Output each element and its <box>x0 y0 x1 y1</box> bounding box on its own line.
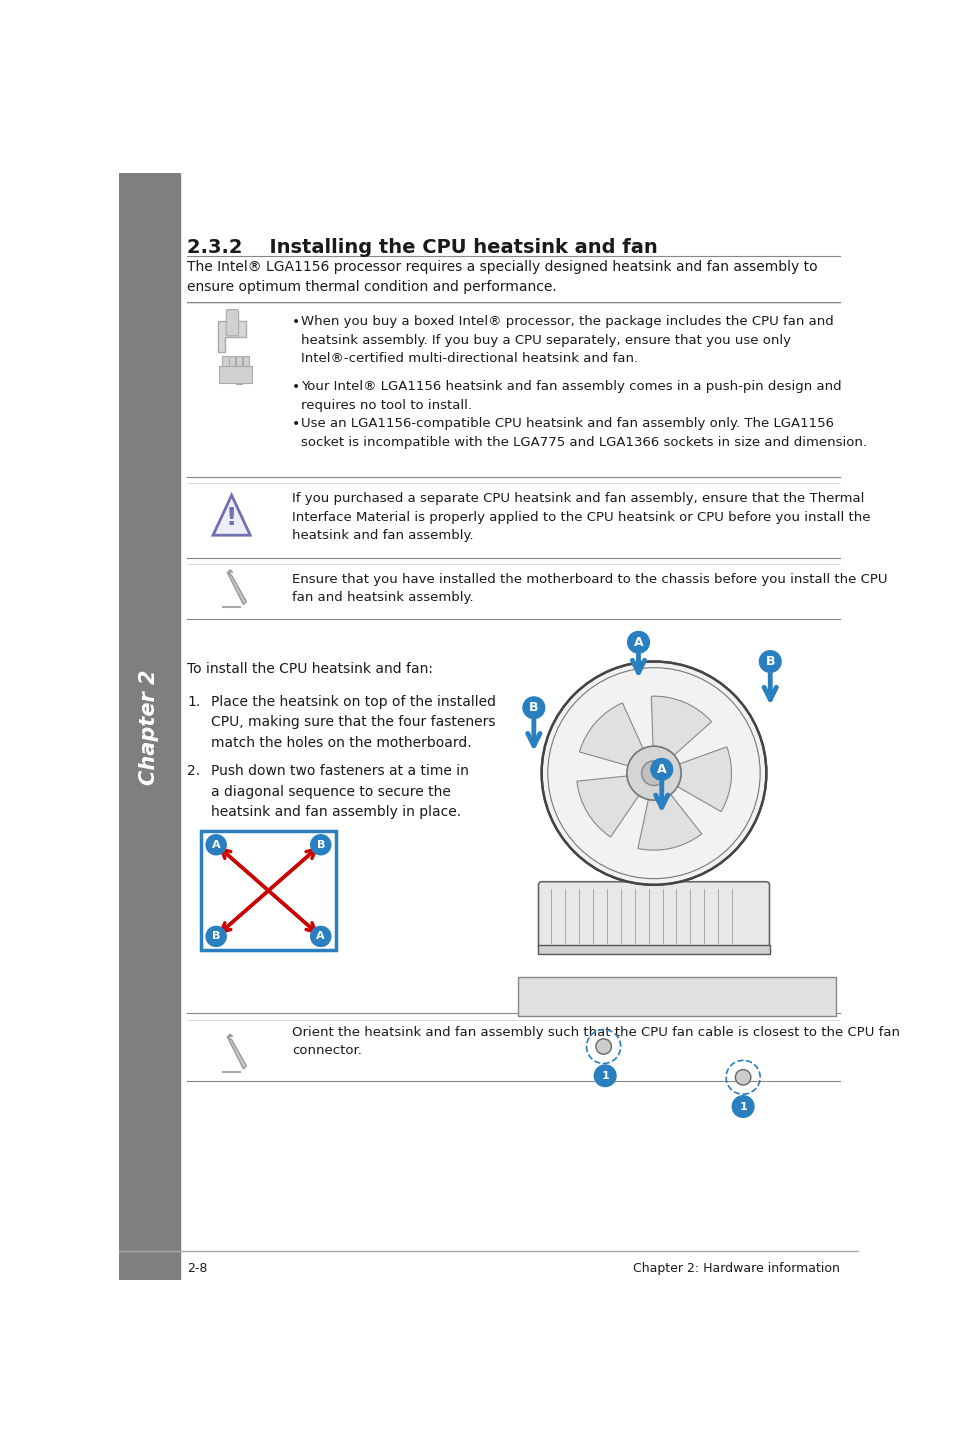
Circle shape <box>541 661 765 884</box>
Text: Chapter 2: Hardware information: Chapter 2: Hardware information <box>633 1263 840 1276</box>
Circle shape <box>627 631 649 653</box>
Circle shape <box>596 1038 611 1054</box>
Text: To install the CPU heatsink and fan:: To install the CPU heatsink and fan: <box>187 661 433 676</box>
Polygon shape <box>217 321 245 352</box>
Circle shape <box>311 835 331 854</box>
Text: Use an LGA1156-compatible CPU heatsink and fan assembly only. The LGA1156
socket: Use an LGA1156-compatible CPU heatsink a… <box>301 417 866 449</box>
Circle shape <box>522 697 544 719</box>
Polygon shape <box>227 1034 233 1037</box>
Wedge shape <box>638 794 701 850</box>
Text: B: B <box>529 702 538 715</box>
Text: Push down two fasteners at a time in
a diagonal sequence to secure the
heatsink : Push down two fasteners at a time in a d… <box>211 764 468 820</box>
Bar <box>119 173 179 1280</box>
FancyBboxPatch shape <box>226 309 238 336</box>
Text: 1.: 1. <box>187 695 200 709</box>
Text: B: B <box>212 932 220 942</box>
Bar <box>222 355 229 377</box>
Circle shape <box>732 1096 753 1117</box>
Circle shape <box>626 746 680 800</box>
Text: A: A <box>657 762 666 777</box>
Text: •: • <box>292 381 300 394</box>
Circle shape <box>650 758 672 779</box>
Bar <box>219 365 252 383</box>
Bar <box>229 355 235 383</box>
Wedge shape <box>651 696 711 755</box>
Text: •: • <box>292 417 300 431</box>
Bar <box>517 978 835 1015</box>
Text: When you buy a boxed Intel® processor, the package includes the CPU fan and
heat: When you buy a boxed Intel® processor, t… <box>301 315 833 365</box>
Text: B: B <box>316 840 325 850</box>
Text: Chapter 2: Chapter 2 <box>139 669 159 785</box>
Polygon shape <box>227 569 233 572</box>
Polygon shape <box>213 495 250 535</box>
Bar <box>243 355 249 380</box>
Text: The Intel® LGA1156 processor requires a specially designed heatsink and fan asse: The Intel® LGA1156 processor requires a … <box>187 260 818 295</box>
FancyBboxPatch shape <box>537 881 769 949</box>
Circle shape <box>206 835 226 854</box>
Circle shape <box>641 761 666 785</box>
Text: !: ! <box>226 506 237 531</box>
Bar <box>200 831 335 951</box>
Text: 1: 1 <box>600 1071 608 1081</box>
Bar <box>236 355 242 384</box>
Circle shape <box>594 1066 616 1087</box>
Text: If you purchased a separate CPU heatsink and fan assembly, ensure that the Therm: If you purchased a separate CPU heatsink… <box>292 492 870 542</box>
Wedge shape <box>577 777 639 837</box>
Text: A: A <box>316 932 325 942</box>
Bar <box>537 945 769 953</box>
Polygon shape <box>227 572 246 604</box>
Text: Orient the heatsink and fan assembly such that the CPU fan cable is closest to t: Orient the heatsink and fan assembly suc… <box>292 1025 899 1057</box>
Text: 2.: 2. <box>187 764 200 778</box>
Circle shape <box>206 926 226 946</box>
Circle shape <box>759 651 781 673</box>
Text: 2-8: 2-8 <box>187 1263 208 1276</box>
Wedge shape <box>578 703 642 765</box>
Circle shape <box>735 1070 750 1086</box>
Circle shape <box>311 926 331 946</box>
Text: B: B <box>764 656 774 669</box>
Text: A: A <box>633 636 642 649</box>
Text: Place the heatsink on top of the installed
CPU, making sure that the four fasten: Place the heatsink on top of the install… <box>211 695 496 749</box>
Text: •: • <box>292 315 300 329</box>
Polygon shape <box>227 1037 246 1068</box>
Text: Ensure that you have installed the motherboard to the chassis before you install: Ensure that you have installed the mothe… <box>292 572 886 604</box>
Text: Your Intel® LGA1156 heatsink and fan assembly comes in a push-pin design and
req: Your Intel® LGA1156 heatsink and fan ass… <box>301 381 841 411</box>
Text: 1: 1 <box>739 1102 746 1112</box>
Wedge shape <box>677 746 731 811</box>
Text: A: A <box>212 840 220 850</box>
Text: 2.3.2    Installing the CPU heatsink and fan: 2.3.2 Installing the CPU heatsink and fa… <box>187 239 658 257</box>
